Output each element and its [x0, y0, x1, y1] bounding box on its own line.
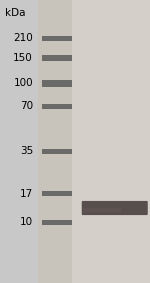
FancyBboxPatch shape — [42, 36, 72, 41]
FancyBboxPatch shape — [42, 220, 72, 225]
Text: 100: 100 — [13, 78, 33, 89]
FancyBboxPatch shape — [38, 0, 72, 283]
Text: 10: 10 — [20, 217, 33, 227]
FancyBboxPatch shape — [42, 191, 72, 196]
FancyBboxPatch shape — [42, 55, 72, 61]
FancyBboxPatch shape — [82, 201, 148, 215]
Text: 150: 150 — [13, 53, 33, 63]
FancyBboxPatch shape — [42, 149, 72, 154]
Text: 35: 35 — [20, 146, 33, 156]
Text: 210: 210 — [13, 33, 33, 43]
FancyBboxPatch shape — [42, 104, 72, 109]
Text: 70: 70 — [20, 101, 33, 111]
FancyBboxPatch shape — [82, 208, 121, 212]
Text: kDa: kDa — [5, 8, 25, 18]
FancyBboxPatch shape — [72, 0, 150, 283]
Text: 17: 17 — [20, 189, 33, 199]
FancyBboxPatch shape — [42, 80, 72, 87]
